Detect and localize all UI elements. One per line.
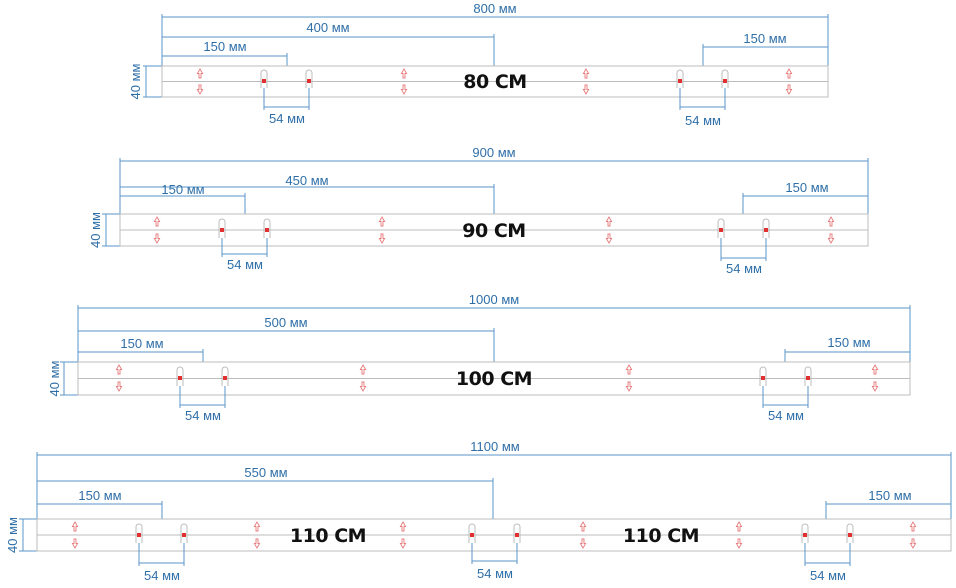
keyhole-icon bbox=[468, 523, 476, 543]
half-dimension: 450 мм bbox=[120, 173, 495, 214]
height-label: 40 мм bbox=[5, 517, 20, 553]
keyhole-icon bbox=[260, 69, 268, 88]
hole-gap-dimension: 54 мм bbox=[762, 386, 809, 423]
left-offset-dimension: 150 мм bbox=[120, 182, 246, 214]
hole-gap-label: 54 мм bbox=[810, 568, 846, 583]
keyhole-icon bbox=[513, 523, 521, 543]
panel-rail-80: 800 мм 400 мм 150 мм 150 мм 40 мм bbox=[128, 1, 829, 128]
total-dimension: 1100 мм bbox=[36, 439, 952, 519]
half-label: 550 мм bbox=[244, 465, 287, 480]
keyhole-icon bbox=[759, 366, 767, 386]
half-label: 450 мм bbox=[285, 173, 328, 188]
half-label: 500 мм bbox=[264, 315, 307, 330]
rail-size-label: 110 CM bbox=[290, 525, 366, 547]
hole-gap-dimension: 54 мм bbox=[679, 88, 726, 128]
panel-rail-90: 900 мм 450 мм 150 мм 150 мм 40 мм bbox=[88, 145, 869, 276]
keyhole-icon bbox=[218, 218, 226, 238]
right-offset-label: 150 мм bbox=[785, 180, 828, 195]
half-label: 400 мм bbox=[306, 20, 349, 35]
keyhole-icon bbox=[135, 523, 143, 543]
rail-size-label: 100 CM bbox=[456, 368, 532, 390]
keyhole-icon bbox=[801, 523, 809, 543]
keyhole-icon bbox=[721, 69, 729, 88]
panel-rail-100: 1000 мм 500 мм 150 мм 150 мм 40 мм bbox=[47, 292, 911, 423]
hole-gap-dimension: 54 мм bbox=[221, 238, 268, 272]
hole-gap-dimension: 54 мм bbox=[263, 88, 310, 126]
right-offset-dimension: 150 мм bbox=[784, 335, 910, 362]
left-offset-label: 150 мм bbox=[78, 488, 121, 503]
height-label: 40 мм bbox=[88, 212, 103, 248]
hole-gap-label: 54 мм bbox=[477, 566, 513, 581]
hole-gap-dimension: 54 мм bbox=[804, 543, 851, 583]
mount-holes bbox=[218, 218, 770, 238]
rail-size-label: 80 CM bbox=[463, 71, 526, 93]
rail-body bbox=[119, 213, 869, 247]
hole-gap-dimension: 54 мм bbox=[471, 543, 518, 581]
left-offset-label: 150 мм bbox=[120, 336, 163, 351]
rail-body bbox=[36, 518, 952, 552]
total-dimension: 800 мм bbox=[161, 1, 829, 66]
hole-gap-label: 54 мм bbox=[768, 408, 804, 423]
right-offset-label: 150 мм bbox=[743, 31, 786, 46]
height-dimension: 40 мм bbox=[128, 63, 162, 99]
hole-gap-label: 54 мм bbox=[269, 111, 305, 126]
total-label: 900 мм bbox=[472, 145, 515, 160]
half-dimension: 550 мм bbox=[37, 465, 494, 519]
height-label: 40 мм bbox=[47, 360, 62, 396]
mount-holes bbox=[135, 523, 854, 543]
total-dimension: 1000 мм bbox=[77, 292, 911, 362]
keyhole-icon bbox=[762, 218, 770, 238]
height-dimension: 40 мм bbox=[47, 360, 78, 396]
hole-gap-dimension: 54 мм bbox=[179, 386, 226, 423]
keyhole-icon bbox=[804, 366, 812, 386]
panel-rail-110: 1100 мм 550 мм 150 мм 150 мм 40 мм bbox=[5, 439, 952, 583]
keyhole-icon bbox=[263, 218, 271, 238]
hole-gap-dimension: 54 мм bbox=[720, 238, 767, 276]
keyhole-icon bbox=[676, 69, 684, 88]
half-dimension: 400 мм bbox=[162, 20, 495, 66]
hole-gap-label: 54 мм bbox=[685, 113, 721, 128]
hole-gap-label: 54 мм bbox=[144, 568, 180, 583]
keyhole-icon bbox=[180, 523, 188, 543]
left-offset-label: 150 мм bbox=[161, 182, 204, 197]
rail-size-label-2: 110 CM bbox=[623, 525, 699, 547]
keyhole-icon bbox=[846, 523, 854, 543]
left-offset-label: 150 мм bbox=[203, 39, 246, 54]
hole-gap-label: 54 мм bbox=[726, 261, 762, 276]
keyhole-icon bbox=[176, 366, 184, 386]
height-dimension: 40 мм bbox=[88, 212, 120, 248]
total-label: 1100 мм bbox=[470, 439, 520, 454]
hole-gap-dimension: 54 мм bbox=[138, 543, 185, 583]
hole-gap-label: 54 мм bbox=[227, 257, 263, 272]
height-dimension: 40 мм bbox=[5, 517, 37, 553]
hole-gap-label: 54 мм bbox=[185, 408, 221, 423]
total-dimension: 900 мм bbox=[119, 145, 869, 214]
rail-body bbox=[77, 361, 911, 396]
keyhole-icon bbox=[717, 218, 725, 238]
total-label: 1000 мм bbox=[469, 292, 519, 307]
height-label: 40 мм bbox=[128, 63, 143, 99]
left-offset-dimension: 150 мм bbox=[78, 336, 204, 362]
mount-holes bbox=[176, 366, 812, 386]
rail-size-label: 90 CM bbox=[462, 220, 525, 242]
right-offset-label: 150 мм bbox=[868, 488, 911, 503]
right-offset-dimension: 150 мм bbox=[742, 180, 868, 214]
right-offset-dimension: 150 мм bbox=[702, 31, 828, 66]
total-label: 800 мм bbox=[473, 1, 516, 16]
right-offset-dimension: 150 мм bbox=[825, 488, 951, 519]
mount-holes bbox=[260, 69, 729, 88]
left-offset-dimension: 150 мм bbox=[162, 39, 288, 66]
keyhole-icon bbox=[305, 69, 313, 88]
right-offset-label: 150 мм bbox=[827, 335, 870, 350]
left-offset-dimension: 150 мм bbox=[37, 488, 163, 519]
keyhole-icon bbox=[221, 366, 229, 386]
rail-body bbox=[161, 65, 829, 98]
half-dimension: 500 мм bbox=[78, 315, 495, 362]
